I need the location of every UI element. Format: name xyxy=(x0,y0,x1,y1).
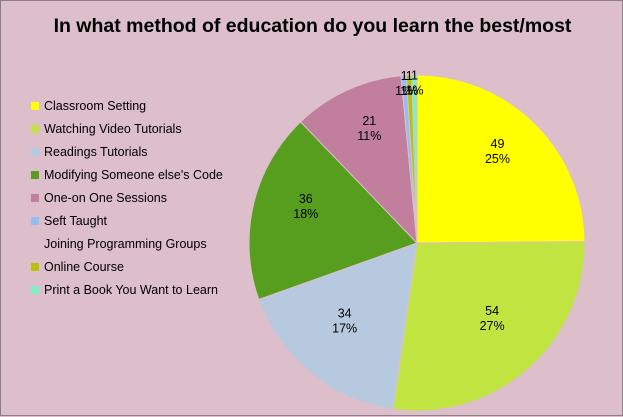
legend-swatch xyxy=(31,240,39,248)
legend-swatch xyxy=(31,194,39,202)
slice-percent-label: 1% xyxy=(395,84,413,98)
legend-swatch xyxy=(31,102,39,110)
legend-label: Online Course xyxy=(44,260,124,274)
legend-swatch xyxy=(31,286,39,294)
legend-label: Classroom Setting xyxy=(44,99,147,113)
pie-slice xyxy=(258,242,418,410)
legend-label: Readings Tutorials xyxy=(44,145,148,159)
legend-label: Modifying Someone else's Code xyxy=(44,168,223,182)
legend-item: Readings Tutorials xyxy=(31,145,231,159)
pie-slice xyxy=(248,121,418,301)
legend-item: Online Course xyxy=(31,260,231,274)
legend-label: One-on One Sessions xyxy=(44,191,167,205)
slice-percent-label: 17% xyxy=(332,321,357,335)
slice-value-label: 54 xyxy=(485,304,499,318)
slice-value-label: 1 xyxy=(406,69,413,83)
legend-swatch xyxy=(31,263,39,271)
slice-value-label: 1 xyxy=(401,69,408,83)
slice-percent-label: 27% xyxy=(480,319,505,333)
legend-swatch xyxy=(31,148,39,156)
legend-label: Print a Book You Want to Learn xyxy=(44,283,218,297)
legend-item: Modifying Someone else's Code xyxy=(31,168,231,182)
slice-value-label: 49 xyxy=(491,137,505,151)
slice-percent-label: 18% xyxy=(293,207,318,221)
pie-slice xyxy=(411,74,418,244)
slice-value-label: 34 xyxy=(338,306,352,320)
legend-swatch xyxy=(31,125,39,133)
legend-swatch xyxy=(31,217,39,225)
slice-value-label: 21 xyxy=(362,114,376,128)
legend-item: Classroom Setting xyxy=(31,99,231,113)
legend-swatch xyxy=(31,171,39,179)
legend-item: Seft Taught xyxy=(31,214,231,228)
pie-slice xyxy=(392,241,586,412)
slice-percent-label: 1% xyxy=(405,84,423,98)
slice-percent-label: 1% xyxy=(400,84,418,98)
legend-item: Watching Video Tutorials xyxy=(31,122,231,136)
pie-slice xyxy=(299,75,418,245)
chart-title: In what method of education do you learn… xyxy=(53,15,572,37)
legend-item: Joining Programming Groups xyxy=(31,237,231,251)
legend-item: One-on One Sessions xyxy=(31,191,231,205)
slice-value-label: 36 xyxy=(299,192,313,206)
legend-label: Seft Taught xyxy=(44,214,108,228)
pie-slice xyxy=(416,74,586,244)
legend-label: Watching Video Tutorials xyxy=(44,122,182,136)
legend-label: Joining Programming Groups xyxy=(44,237,207,251)
slice-percent-label: 25% xyxy=(485,152,510,166)
slice-value-label: 1 xyxy=(411,69,418,83)
legend: Classroom Setting Watching Video Tutorial… xyxy=(31,99,231,306)
slice-percent-label: 11% xyxy=(357,129,381,143)
legend-item: Print a Book You Want to Learn xyxy=(31,283,231,297)
